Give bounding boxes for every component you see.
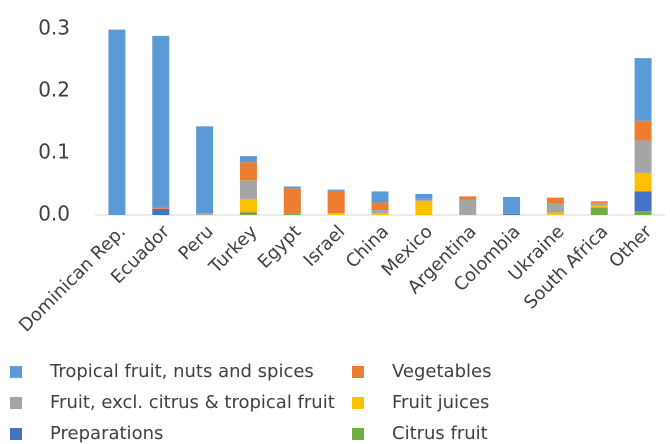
legend-swatch bbox=[10, 428, 22, 440]
bar-segment bbox=[634, 120, 652, 141]
bar-segment bbox=[503, 213, 521, 215]
y-tick-label: 0.1 bbox=[38, 140, 70, 164]
bar-segment bbox=[415, 201, 433, 215]
bar-segment bbox=[196, 213, 214, 215]
bar-segment bbox=[283, 188, 301, 214]
bar-segment bbox=[503, 197, 521, 214]
bar-segment bbox=[634, 211, 652, 215]
bar-segment bbox=[152, 35, 170, 207]
bar-segment bbox=[634, 58, 652, 121]
legend-label: Fruit juices bbox=[392, 392, 489, 413]
legend-label: Tropical fruit, nuts and spices bbox=[49, 361, 314, 382]
bar-segment bbox=[239, 162, 257, 181]
bar-segment bbox=[459, 196, 477, 200]
bar-segment bbox=[546, 212, 564, 215]
bar-segment bbox=[239, 156, 257, 163]
bar-segment bbox=[239, 180, 257, 199]
legend-swatch bbox=[10, 397, 22, 409]
y-tick-label: 0.0 bbox=[38, 202, 70, 226]
bar-segment bbox=[152, 208, 170, 215]
bar-segment bbox=[590, 203, 608, 206]
x-tick-label: Turkey bbox=[205, 221, 262, 278]
legend-swatch bbox=[10, 366, 22, 378]
legend-label: Vegetables bbox=[392, 361, 491, 382]
legend-label: Preparations bbox=[50, 423, 163, 444]
bar-segment bbox=[634, 191, 652, 212]
bar-segment bbox=[152, 206, 170, 209]
bar-segment bbox=[371, 213, 389, 215]
legend-swatch bbox=[352, 366, 364, 378]
bar-segment bbox=[546, 203, 564, 213]
bar-segment bbox=[634, 172, 652, 192]
bar-segment bbox=[634, 140, 652, 173]
x-tick-label: Israel bbox=[300, 221, 350, 271]
bar-segment bbox=[590, 205, 608, 208]
x-tick-label: Egypt bbox=[254, 221, 306, 273]
bar-segment bbox=[590, 201, 608, 204]
bar-segment bbox=[415, 200, 433, 202]
bar-segment bbox=[371, 210, 389, 214]
bar-segment bbox=[327, 189, 345, 191]
legend-swatch bbox=[352, 397, 364, 409]
y-tick-label: 0.3 bbox=[38, 16, 70, 40]
x-tick-label: Other bbox=[605, 221, 656, 272]
bar-segment bbox=[371, 202, 389, 211]
bar-segment bbox=[239, 212, 257, 214]
bar-segment bbox=[415, 193, 433, 199]
bar-segment bbox=[415, 198, 433, 201]
bar-segment bbox=[546, 197, 564, 204]
bar-segment bbox=[327, 213, 345, 215]
bar-segment bbox=[239, 198, 257, 213]
bar-segment bbox=[239, 213, 257, 215]
bar-segment bbox=[108, 29, 126, 216]
y-tick-label: 0.2 bbox=[38, 78, 70, 102]
bar-segment bbox=[283, 213, 301, 215]
bar-segment bbox=[459, 199, 477, 215]
legend-swatch bbox=[352, 428, 364, 440]
bar-segment bbox=[371, 191, 389, 203]
bar-segment bbox=[327, 190, 345, 214]
legend-label: Citrus fruit bbox=[392, 423, 488, 444]
legend-label: Fruit, excl. citrus & tropical fruit bbox=[50, 392, 335, 413]
bar-segment bbox=[196, 126, 214, 214]
bar-segment bbox=[283, 186, 301, 189]
bar-segment bbox=[590, 207, 608, 215]
